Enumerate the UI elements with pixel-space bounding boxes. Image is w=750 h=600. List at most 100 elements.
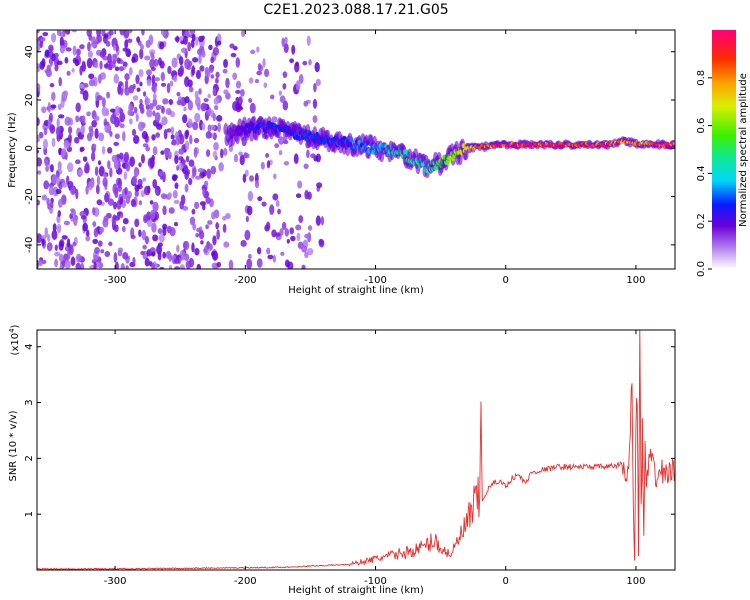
spectrogram-noise-blob [59, 263, 64, 269]
spectrogram-noise-blob [194, 247, 200, 256]
spectrogram-noise-blob [254, 180, 260, 189]
spectrogram-noise-blob [124, 39, 129, 49]
spectrogram-noise-blob [139, 48, 144, 60]
spectrogram-noise-blob [244, 229, 251, 241]
spectrogram-noise-blob [47, 234, 51, 243]
spectrogram-noise-blob [125, 48, 132, 58]
spectrogram-noise-blob [185, 260, 192, 269]
spectrogram-panel: -300 -200 -100 0 100 40 20 0 -20 -40 Height of s… [7, 29, 676, 296]
spectrogram-noise-blob [165, 107, 172, 115]
spectrogram-noise-blob [125, 161, 131, 172]
spectrogram-noise-blob [112, 214, 117, 221]
spectrogram-noise-blob [47, 101, 51, 113]
spectrogram-noise-blob [92, 221, 97, 228]
spectrogram-noise-blob [139, 98, 143, 105]
spectrogram-noise-blob [279, 95, 286, 104]
spectrogram-noise-blob [154, 112, 161, 123]
spectrogram-noise-blob [79, 146, 85, 152]
spectrogram-noise-blob [93, 227, 99, 238]
spectrogram-noise-blob [44, 158, 49, 167]
spectrogram-noise-blob [223, 89, 229, 95]
spectrogram-noise-blob [212, 46, 220, 56]
spectrogram-noise-blob [144, 257, 150, 267]
spectrogram-noise-blob [160, 150, 165, 155]
spectrogram-noise-blob [169, 80, 174, 87]
spectrogram-noise-blob [166, 128, 172, 133]
colorbar-label: Normalized spectral amplitude [738, 73, 749, 227]
spectrogram-noise-blob [189, 30, 196, 35]
spectrogram-noise-blob [157, 228, 163, 235]
spectrogram-noise-blob [211, 211, 216, 220]
spectrogram-noise-blob [136, 36, 141, 43]
spectrogram-noise-blob [244, 169, 249, 177]
snr-plot-area [37, 330, 675, 570]
spectrogram-noise-blob [245, 215, 249, 223]
spectrogram-noise-blob [39, 42, 43, 49]
spectrogram-noise-blob [135, 113, 139, 122]
spectrogram-noise-blob [246, 258, 253, 269]
spectrogram-noise-blob [195, 232, 200, 238]
spectrogram-noise-blob [93, 261, 97, 269]
spectrogram-noise-blob [194, 96, 201, 107]
spectrogram-noise-blob [192, 121, 199, 131]
spectrogram-noise-blob [196, 263, 202, 269]
spectrogram-x-axis-label: Height of straight line (km) [288, 285, 424, 296]
spectrogram-noise-blob [110, 63, 116, 68]
figure-title: C2E1.2023.088.17.21.G05 [263, 2, 448, 18]
spectrogram-noise-blob [82, 89, 89, 101]
spectrogram-noise-blob [140, 190, 146, 198]
spectrogram-noise-blob [93, 254, 98, 261]
spectrogram-noise-blob [134, 190, 139, 197]
y-tick-label: 1 [24, 511, 35, 517]
spectrogram-noise-blob [46, 242, 53, 252]
spectrogram-noise-blob [158, 170, 165, 177]
spectrogram-noise-blob [284, 228, 290, 237]
spectrogram-noise-blob [86, 57, 93, 69]
spectrogram-noise-blob [249, 102, 256, 114]
spectrogram-noise-blob [58, 76, 63, 87]
spectrogram-noise-blob [46, 197, 50, 206]
spectrogram-noise-blob [158, 233, 165, 243]
spectrogram-noise-blob [91, 36, 97, 45]
spectrogram-noise-blob [45, 166, 49, 172]
spectrogram-noise-blob [306, 35, 311, 47]
spectrogram-noise-blob [159, 41, 165, 50]
x-tick-label: -300 [104, 275, 127, 286]
spectrogram-noise-blob [144, 55, 151, 61]
spectrogram-frame [36, 29, 676, 270]
spectrogram-noise-blob [160, 193, 168, 200]
spectrogram-noise-blob [171, 57, 178, 68]
spectrogram-noise-blob [180, 47, 188, 54]
spectrogram-noise-blob [106, 91, 111, 99]
spectrogram-noise-blob [238, 151, 243, 156]
spectrogram-noise-blob [273, 173, 277, 180]
spectrogram-noise-blob [61, 182, 68, 188]
spectrogram-noise-blob [307, 232, 312, 243]
spectrogram-noise-blob [122, 252, 129, 260]
x-tick-label: 0 [503, 576, 509, 587]
spectrogram-noise-blob [223, 148, 228, 156]
spectrogram-noise-blob [123, 151, 130, 162]
spectrogram-noise-blob [97, 74, 102, 84]
spectrogram-noise-blob [161, 116, 168, 126]
spectrogram-noise-blob [213, 105, 219, 111]
spectrogram-noise-blob [257, 62, 262, 71]
snr-x-axis-label: Height of straight line (km) [288, 585, 424, 596]
spectrogram-noise-blob [174, 155, 179, 165]
spectrogram-noise-blob [198, 54, 202, 64]
y-tick-label: 2 [24, 455, 35, 461]
spectrogram-noise-blob [301, 264, 306, 269]
spectrogram-noise-blob [109, 167, 113, 178]
spectrogram-noise-blob [201, 122, 206, 131]
spectrogram-noise-blob [97, 160, 102, 166]
spectrogram-noise-blob [318, 238, 324, 245]
spectrogram-noise-blob [74, 136, 80, 144]
spectrogram-noise-blob [113, 44, 117, 51]
x-tick-label: -100 [364, 576, 387, 587]
spectrogram-noise-blob [64, 259, 71, 269]
spectrogram-noise-blob [151, 134, 156, 141]
spectrogram-noise-blob [197, 168, 205, 173]
spectrogram-noise-blob [77, 169, 84, 177]
spectrogram-heat-layer [37, 30, 675, 269]
spectrogram-noise-blob [51, 91, 56, 102]
